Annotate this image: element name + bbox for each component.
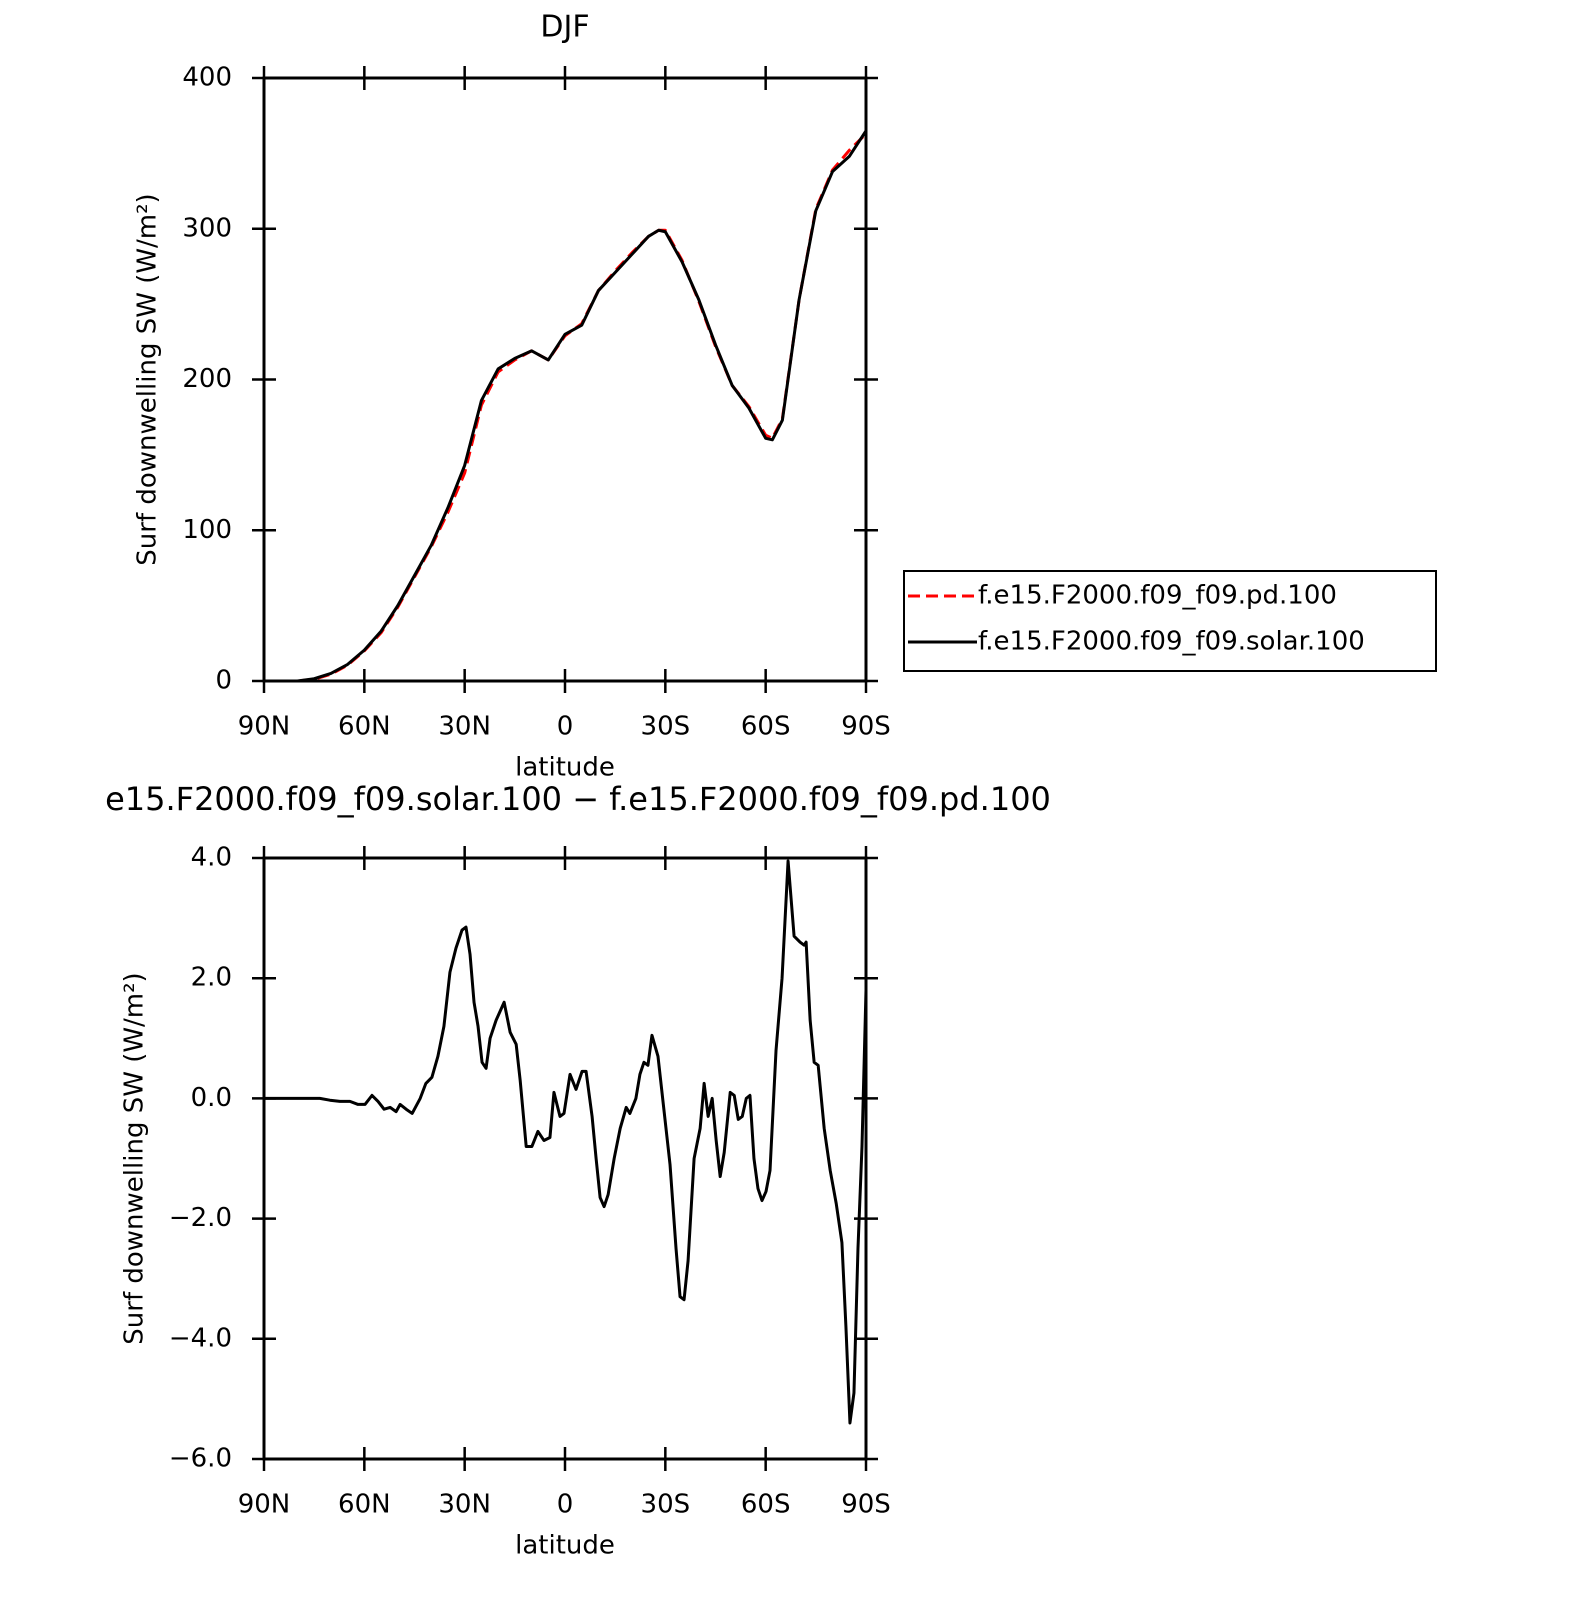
y-tick-label: 300 [182,213,232,243]
x-tick-label: 90N [238,1490,291,1520]
x-tick-label: 30S [641,712,691,742]
x-tick-label: 30N [438,712,491,742]
chart-title: e15.F2000.f09_f09.solar.100 − f.e15.F200… [105,780,1051,818]
legend-box [903,570,1437,672]
y-tick-label: 0.0 [191,1083,232,1113]
series-line [264,132,868,683]
legend-label: f.e15.F2000.f09_f09.pd.100 [978,581,1337,611]
series-line [264,129,868,683]
y-axis-label: Surf downwelling SW (W/m²) [133,193,163,565]
x-tick-label: 60S [741,712,791,742]
series-line [264,859,868,1425]
y-tick-label: 100 [182,515,232,545]
x-tick-label: 60N [338,1490,391,1520]
x-tick-label: 90S [841,712,891,742]
x-tick-label: 30S [641,1490,691,1520]
x-tick-label: 90N [238,712,291,742]
y-tick-label: −2.0 [169,1203,232,1233]
y-tick-label: −6.0 [169,1444,232,1474]
y-tick-label: 0 [215,666,232,696]
x-tick-label: 90S [841,1490,891,1520]
legend-label: f.e15.F2000.f09_f09.solar.100 [978,627,1365,657]
x-tick-label: 0 [557,1490,574,1520]
y-tick-label: 200 [182,364,232,394]
chart-title: DJF [540,10,589,45]
plot-frame [262,76,868,683]
y-axis-label: Surf downwelling SW (W/m²) [120,972,150,1344]
y-tick-label: 400 [182,63,232,93]
x-tick-label: 60S [741,1490,791,1520]
y-tick-label: 4.0 [191,843,232,873]
x-axis-label: latitude [515,1531,615,1561]
x-tick-label: 30N [438,1490,491,1520]
x-tick-label: 60N [338,712,391,742]
y-tick-label: −4.0 [169,1323,232,1353]
y-tick-label: 2.0 [191,963,232,993]
plot-frame [262,856,868,1461]
x-axis-label: latitude [515,753,615,783]
x-tick-label: 0 [557,712,574,742]
